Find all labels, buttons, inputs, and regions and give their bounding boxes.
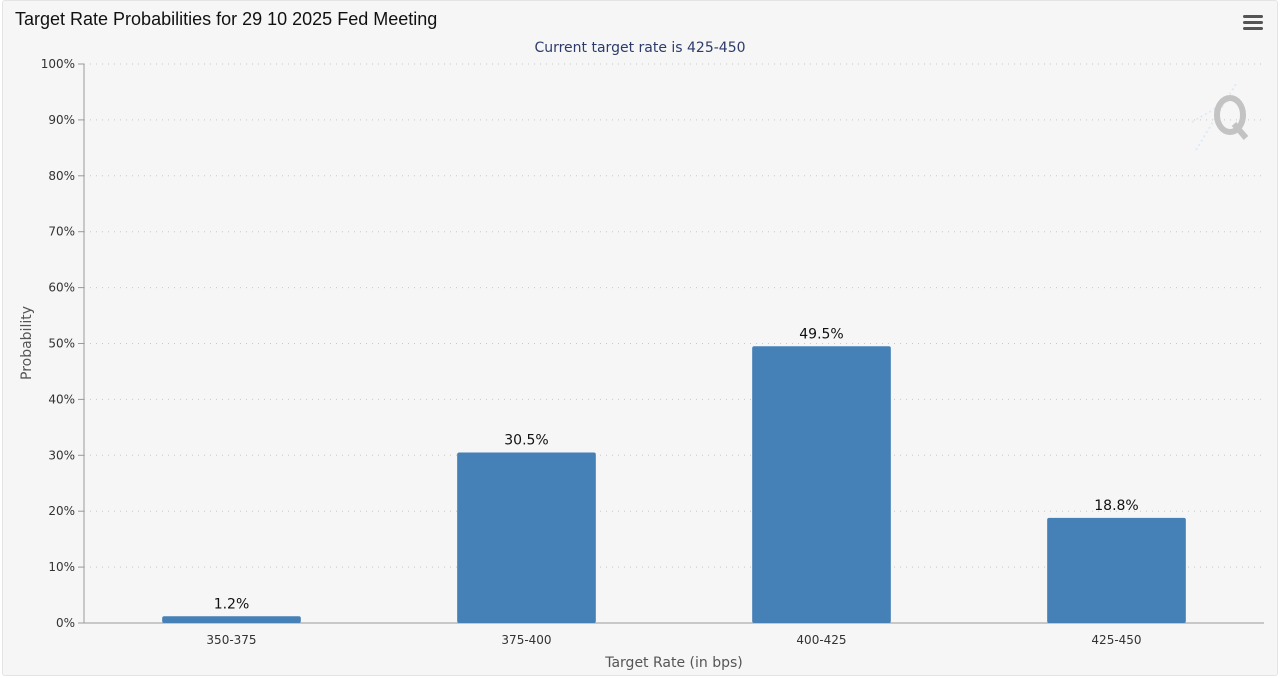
data-label: 49.5% <box>799 326 843 342</box>
x-tick-label: 350-375 <box>206 633 256 647</box>
menu-line <box>1243 27 1263 30</box>
hamburger-menu-icon[interactable] <box>1243 15 1263 33</box>
bar <box>1047 517 1186 623</box>
x-tick-label: 400-425 <box>796 633 846 647</box>
data-label: 1.2% <box>214 596 250 612</box>
y-tick-label: 10% <box>48 560 75 574</box>
y-tick-label: 90% <box>48 113 75 127</box>
q-logo-icon <box>1191 83 1249 151</box>
y-axis-title: Probability <box>19 306 35 380</box>
bar <box>162 616 301 623</box>
y-tick-label: 50% <box>48 337 75 351</box>
data-label: 18.8% <box>1094 498 1138 514</box>
labels: 0% 10% 20% 30% 40% 50% 60% 70% 80% 90% 100% 350-375… <box>41 57 1142 647</box>
bar <box>457 452 596 623</box>
data-label: 30.5% <box>504 433 548 449</box>
y-tick-label: 30% <box>48 448 75 462</box>
y-tick-label: 0% <box>56 616 75 630</box>
y-tick-label: 60% <box>48 281 75 295</box>
chart-title: Target Rate Probabilities for 29 10 2025… <box>15 9 438 29</box>
y-tick-label: 100% <box>41 57 75 71</box>
menu-line <box>1243 21 1263 24</box>
x-tick-label: 375-400 <box>501 633 551 647</box>
bars <box>162 346 1186 623</box>
y-tick-label: 40% <box>48 392 75 406</box>
y-tick-label: 70% <box>48 225 75 239</box>
bar <box>752 346 891 623</box>
grid-lines <box>84 63 1264 568</box>
y-tick-label: 80% <box>48 169 75 183</box>
chart-subtitle: Current target rate is 425-450 <box>534 40 745 56</box>
x-tick-label: 425-450 <box>1091 633 1141 647</box>
y-tick-label: 20% <box>48 504 75 518</box>
x-axis-title: Target Rate (in bps) <box>604 655 743 671</box>
menu-line <box>1243 15 1263 18</box>
